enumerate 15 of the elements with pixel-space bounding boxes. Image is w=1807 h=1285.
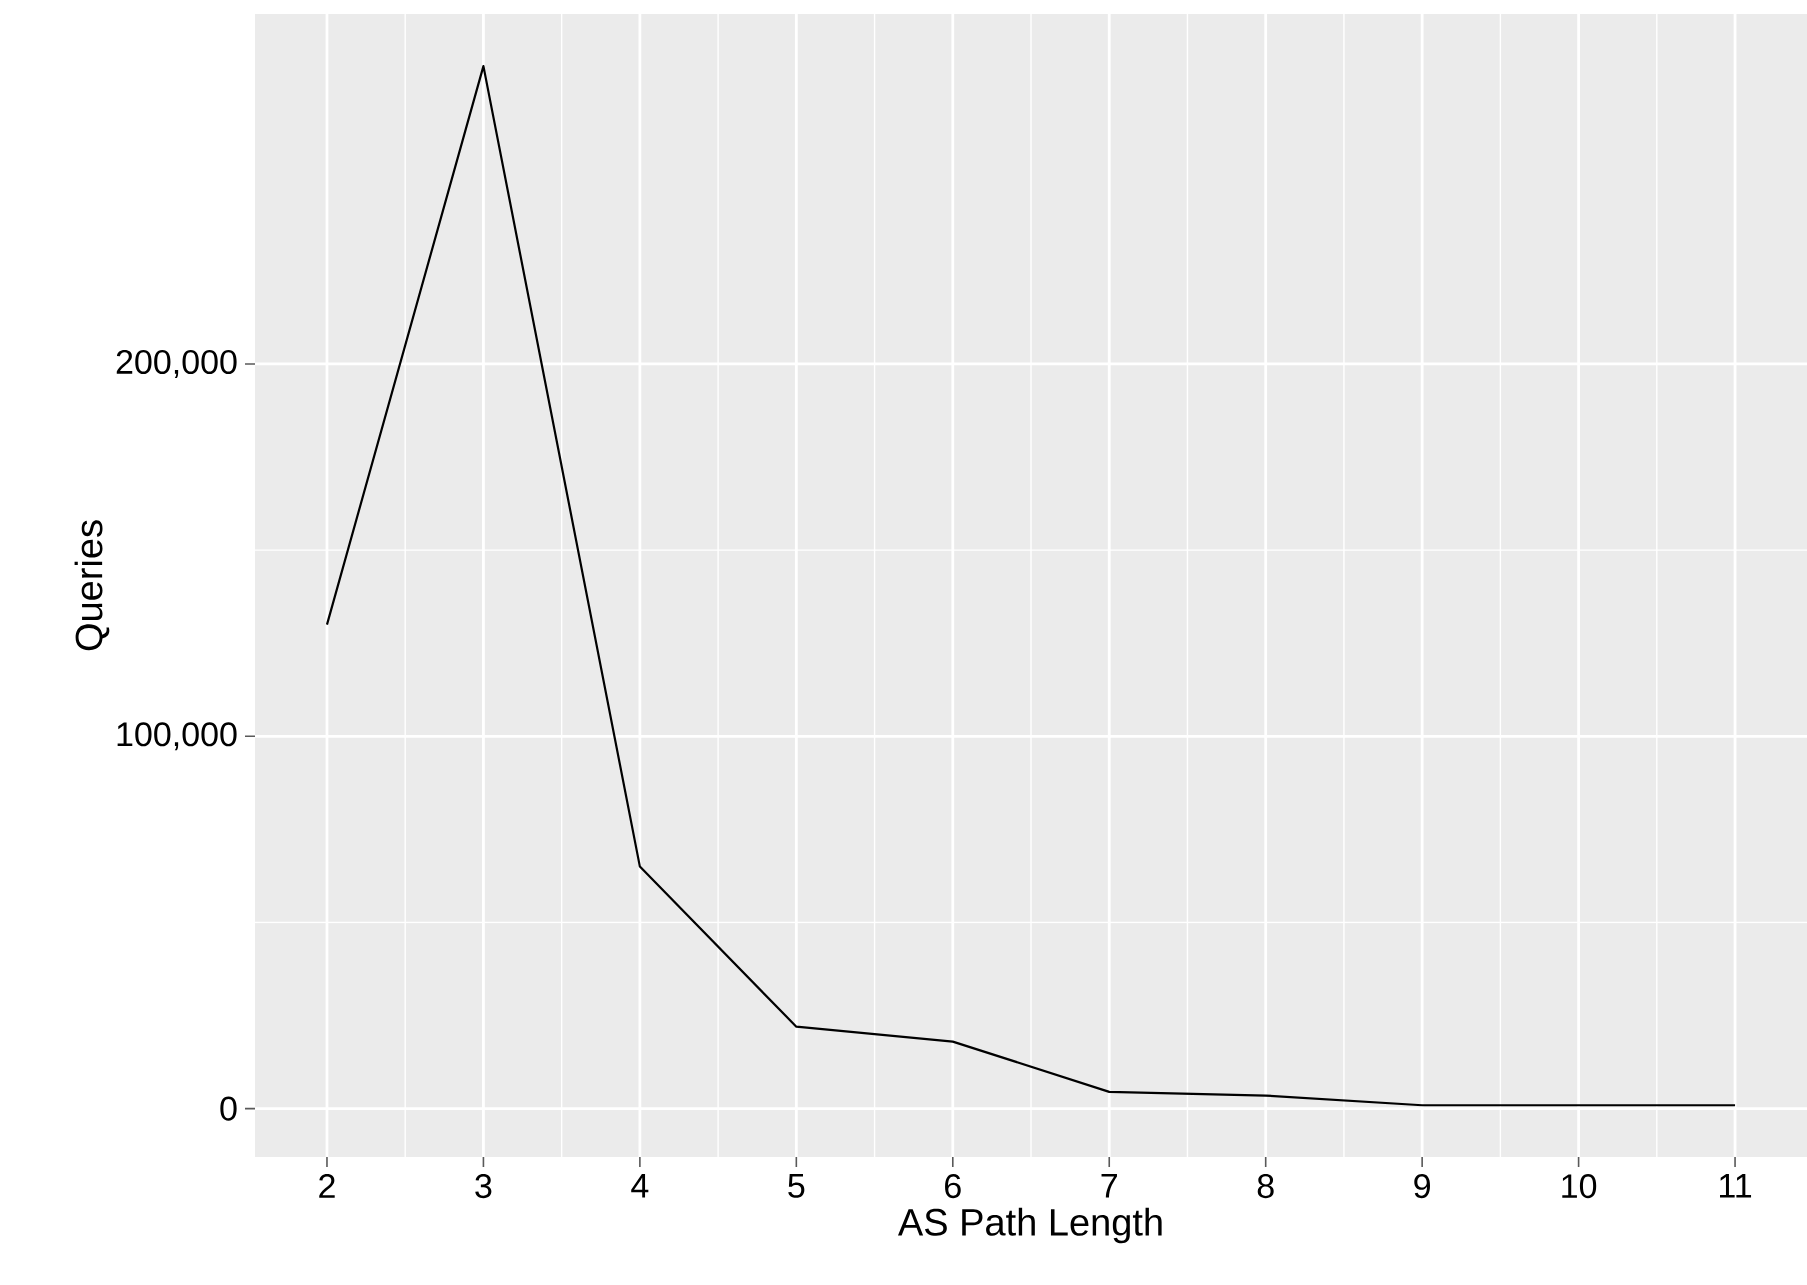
x-axis-title: AS Path Length: [897, 1207, 1162, 1244]
x-tick-label: 7: [1101, 1174, 1117, 1198]
y-axis-title: Queries: [74, 520, 110, 651]
y-tick-label: 100,000: [117, 722, 237, 751]
x-tick-label: 10: [1562, 1174, 1597, 1199]
x-tick-label: 6: [945, 1174, 961, 1199]
x-tick-label: 4: [631, 1174, 649, 1198]
x-tick-label: 2: [319, 1174, 335, 1198]
x-tick-label: 9: [1414, 1174, 1431, 1199]
y-tick-label: 200,000: [116, 349, 237, 379]
y-tick-label: 0: [220, 1096, 237, 1121]
x-tick-label: 5: [788, 1174, 805, 1198]
x-tick-label: 8: [1257, 1174, 1274, 1199]
x-tick-label: 11: [1720, 1174, 1752, 1198]
x-tick-label: 3: [475, 1174, 492, 1199]
